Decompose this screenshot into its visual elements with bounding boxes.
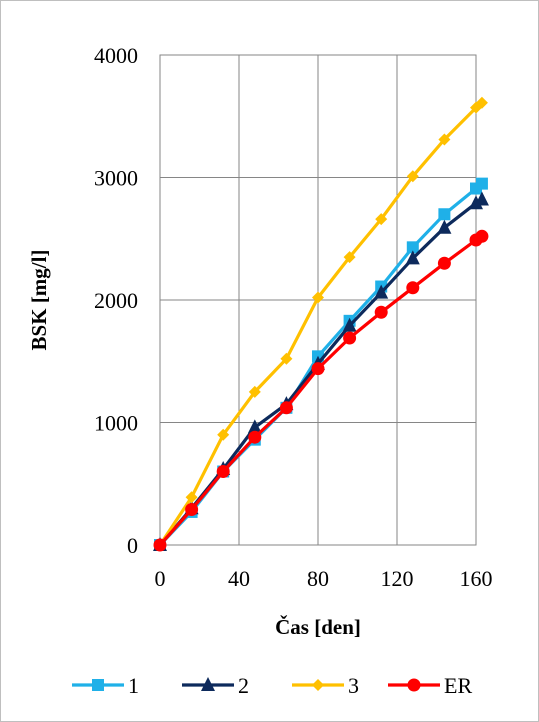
x-axis-title: Čas [den] <box>275 615 361 639</box>
data-point <box>469 195 483 210</box>
data-point <box>312 291 324 304</box>
data-point <box>248 430 262 444</box>
series-layer <box>153 96 489 552</box>
data-point <box>437 219 452 234</box>
series-line <box>158 234 483 547</box>
x-tick-label: 0 <box>155 566 166 591</box>
data-point <box>248 385 261 398</box>
data-point <box>437 256 451 270</box>
data-point <box>374 284 389 299</box>
data-point <box>438 208 451 221</box>
data-point <box>216 465 230 478</box>
data-point <box>311 362 325 376</box>
legend-item: 2 <box>182 673 249 698</box>
legend-marker <box>407 678 421 692</box>
legend-item: 3 <box>292 673 359 698</box>
data-point <box>217 428 230 441</box>
data-point <box>406 170 419 183</box>
tick-labels: 0 40 80 120 160 0 1000 2000 3000 4000 <box>94 43 493 591</box>
legend-label: 3 <box>348 673 359 698</box>
y-tick-label: 0 <box>127 533 138 558</box>
data-point <box>475 177 488 190</box>
x-tick-label: 120 <box>381 566 414 591</box>
data-point <box>475 96 488 109</box>
legend-marker <box>92 679 104 691</box>
data-point <box>343 331 357 345</box>
data-point <box>342 317 357 332</box>
data-point <box>405 250 420 265</box>
y-axis-title: BSK [mg/l] <box>27 250 51 351</box>
data-point <box>185 491 198 504</box>
data-point <box>474 191 489 206</box>
data-point <box>438 133 451 146</box>
legend-marker <box>201 677 215 691</box>
data-point <box>247 419 262 434</box>
data-point <box>406 281 420 295</box>
x-tick-label: 40 <box>228 566 250 591</box>
data-point <box>374 305 388 319</box>
data-point <box>343 251 356 264</box>
x-tick-label: 80 <box>307 566 329 591</box>
x-tick-label: 160 <box>460 566 493 591</box>
legend-item: 1 <box>72 673 139 698</box>
y-tick-label: 2000 <box>94 288 138 313</box>
y-tick-label: 4000 <box>94 43 138 68</box>
data-point <box>280 352 293 365</box>
data-point <box>375 213 388 226</box>
y-tick-label: 1000 <box>94 411 138 436</box>
legend-label: ER <box>444 673 472 698</box>
legend-item: ER <box>388 673 472 698</box>
data-point <box>153 538 167 552</box>
y-tick-label: 3000 <box>94 166 138 191</box>
data-point <box>279 401 293 415</box>
legend-marker <box>312 679 324 691</box>
series-ER <box>153 229 489 552</box>
legend-label: 2 <box>238 673 249 698</box>
legend-label: 1 <box>128 673 139 698</box>
data-point <box>475 229 489 243</box>
legend: 1 2 3 ER <box>72 673 472 698</box>
data-point <box>185 502 199 516</box>
series-line <box>158 101 483 546</box>
data-point <box>406 241 419 254</box>
